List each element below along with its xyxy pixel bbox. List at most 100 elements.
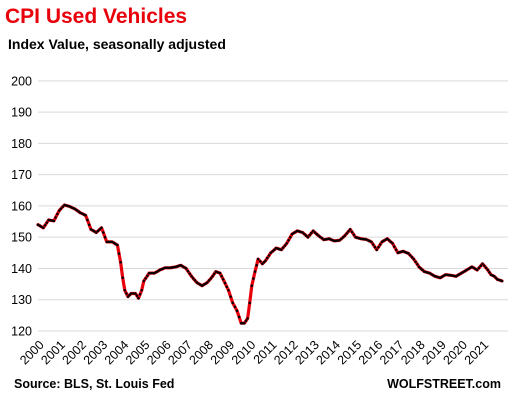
data-point	[412, 257, 415, 261]
data-point	[57, 209, 61, 212]
series-line	[36, 203, 504, 325]
data-point	[310, 231, 313, 235]
data-point	[417, 265, 421, 269]
data-point	[313, 231, 317, 234]
gridlines	[38, 80, 508, 332]
data-point	[54, 216, 57, 219]
data-point	[147, 271, 151, 275]
data-point	[315, 232, 318, 236]
data-point	[96, 229, 100, 233]
data-point	[129, 292, 133, 295]
y-tick-label: 160	[11, 199, 32, 213]
data-point	[77, 210, 80, 213]
data-point	[86, 218, 89, 222]
data-point	[123, 289, 127, 292]
data-point	[350, 230, 354, 234]
data-point	[256, 257, 260, 261]
data-point	[233, 305, 237, 309]
data-point	[289, 235, 292, 239]
data-point	[262, 260, 266, 264]
data-point	[370, 240, 373, 244]
data-point	[255, 264, 258, 267]
data-point	[117, 252, 121, 255]
data-point	[407, 252, 410, 255]
data-point	[386, 237, 389, 240]
data-point	[229, 295, 232, 298]
data-point	[410, 255, 414, 259]
data-point	[317, 234, 320, 237]
data-point	[225, 285, 228, 288]
data-point	[248, 301, 251, 305]
y-tick-label: 180	[11, 137, 32, 151]
data-point	[216, 271, 220, 274]
brand-label: WOLFSTREET.com	[387, 377, 501, 391]
data-point	[103, 235, 107, 239]
data-point	[500, 279, 504, 283]
data-point	[105, 240, 109, 244]
x-axis-tick-labels: 2000200120022003200420052006200720082009…	[17, 338, 491, 368]
data-point	[428, 271, 431, 275]
data-point	[163, 266, 167, 270]
data-point	[389, 240, 393, 244]
data-point	[52, 219, 56, 223]
data-point	[373, 245, 377, 249]
y-tick-label: 140	[11, 262, 32, 276]
data-point	[475, 268, 479, 272]
data-point	[142, 279, 146, 283]
data-point	[488, 271, 491, 274]
data-point	[261, 262, 264, 266]
data-point	[273, 248, 276, 251]
data-point	[391, 242, 394, 245]
data-point	[227, 289, 230, 292]
data-point	[472, 266, 475, 270]
data-point	[371, 243, 375, 246]
data-point	[134, 292, 137, 295]
data-point	[138, 293, 142, 296]
data-point	[481, 262, 484, 266]
data-point	[311, 229, 315, 233]
data-point	[486, 268, 490, 272]
y-tick-label: 150	[11, 231, 32, 245]
data-point	[56, 212, 59, 216]
data-point	[125, 292, 128, 295]
data-point	[294, 230, 297, 234]
data-point	[102, 231, 105, 234]
data-point	[352, 233, 356, 236]
data-point	[264, 259, 267, 262]
data-point	[193, 279, 197, 282]
data-point	[345, 232, 348, 235]
data-point	[137, 296, 140, 300]
data-point	[484, 266, 488, 270]
data-point	[184, 267, 188, 270]
data-point	[45, 221, 49, 224]
data-point	[479, 264, 483, 268]
data-point	[126, 295, 130, 298]
data-point	[252, 277, 255, 280]
data-point	[140, 289, 143, 292]
data-point	[144, 277, 147, 280]
y-axis-tick-labels: 120 130 140 150 160 170 180 190 200	[11, 74, 32, 338]
data-point	[191, 277, 195, 280]
data-point	[394, 248, 398, 251]
data-point	[393, 245, 396, 248]
data-point	[421, 268, 424, 272]
data-point	[271, 250, 274, 253]
data-point	[384, 238, 387, 242]
y-tick-label: 130	[11, 293, 32, 307]
data-point	[190, 275, 193, 278]
data-point	[84, 214, 87, 217]
data-point	[206, 281, 209, 284]
data-point	[235, 309, 239, 312]
data-point	[146, 274, 149, 278]
data-point	[220, 275, 223, 278]
data-point	[290, 232, 294, 236]
data-point	[343, 234, 347, 237]
data-point	[267, 254, 271, 257]
data-point	[269, 251, 273, 255]
data-point	[98, 228, 101, 231]
data-point	[347, 230, 350, 233]
data-point	[246, 317, 249, 320]
data-point	[378, 243, 382, 246]
data-point	[259, 260, 262, 263]
data-point	[304, 234, 308, 237]
